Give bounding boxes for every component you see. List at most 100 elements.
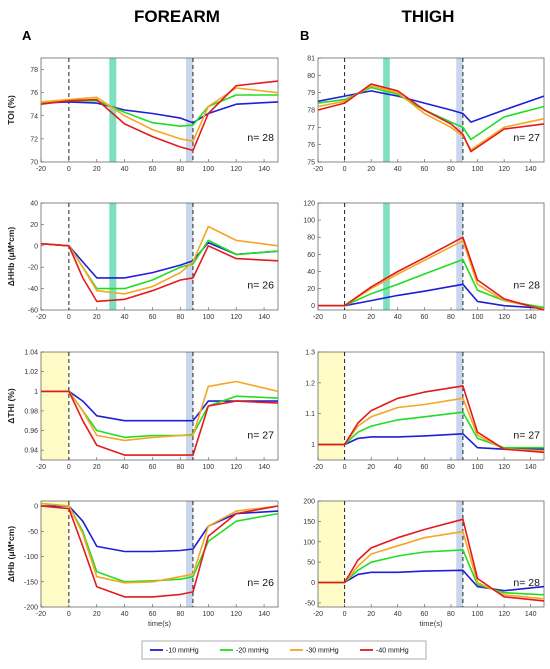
y-tick-label: 20	[307, 286, 315, 293]
series-line-40mmHg	[318, 385, 545, 454]
x-tick-label: 0	[343, 314, 347, 321]
x-tick-label: 20	[93, 166, 101, 173]
shade-band	[318, 501, 345, 607]
axes-frame	[40, 500, 279, 608]
y-tick-label: 60	[307, 252, 315, 259]
x-tick-label: 140	[525, 464, 537, 471]
y-tick-label: 1.02	[24, 369, 38, 376]
series-line-40mmHg	[41, 390, 279, 456]
series-line-10mmHg	[318, 283, 545, 310]
axes-frame	[317, 57, 545, 163]
x-tick-label: 20	[367, 611, 375, 618]
y-tick-label: 79	[307, 90, 315, 97]
y-tick-label: 50	[307, 560, 315, 567]
x-tick-label: 60	[420, 611, 428, 618]
shade-band	[185, 352, 193, 460]
y-tick-label: 0	[311, 580, 315, 587]
axes-frame	[317, 500, 545, 608]
axes-frame	[40, 351, 279, 461]
axes-frame	[40, 202, 279, 311]
x-tick-label: 40	[121, 611, 129, 618]
series-line-10mmHg	[41, 390, 278, 422]
series-line-40mmHg	[318, 518, 545, 602]
series-line-10mmHg	[40, 101, 279, 124]
legend-box	[141, 640, 427, 660]
x-tick-label: 120	[230, 611, 242, 618]
y-tick-label: 200	[303, 499, 315, 506]
series-line-20mmHg	[318, 411, 544, 449]
chart-A1: 70 72 74 76 78 -20 0 20 40 60 80 100 120 140 n= 28 TOI …	[6, 57, 279, 173]
shade-band	[456, 203, 463, 310]
y-tick-label: 0	[34, 243, 38, 250]
series-line-40mmHg	[318, 236, 545, 311]
x-tick-label: -20	[313, 611, 323, 618]
x-tick-label: 120	[498, 166, 510, 173]
x-tick-label: 100	[472, 314, 484, 321]
x-tick-label: 40	[121, 464, 129, 471]
legend: -10 mmHg -20 mmHg -30 mmHg -40 mmHg	[141, 640, 427, 660]
shade-band	[41, 501, 69, 607]
x-tick-label: 40	[394, 611, 402, 618]
y-tick-label: 120	[303, 201, 315, 208]
y-tick-label: 72	[30, 136, 38, 143]
y-tick-label: 40	[307, 269, 315, 276]
shade-band	[456, 352, 463, 460]
x-tick-label: 120	[498, 314, 510, 321]
x-tick-label: 20	[93, 611, 101, 618]
x-tick-label: -20	[313, 464, 323, 471]
y-axis-label: ΔHHb (μM*cm)	[6, 227, 16, 287]
x-tick-label: 140	[525, 611, 537, 618]
y-tick-label: -40	[28, 286, 38, 293]
series-line-40mmHg	[40, 242, 279, 303]
y-tick-label: -50	[305, 600, 315, 607]
series-line-30mmHg	[318, 530, 545, 600]
y-tick-label: -20	[28, 265, 38, 272]
n-label: n= 27	[247, 429, 274, 441]
x-tick-label: 20	[367, 166, 375, 173]
y-tick-label: -150	[24, 579, 38, 586]
shade-band	[383, 203, 390, 310]
n-label: n= 28	[513, 280, 540, 292]
x-tick-label: 0	[343, 166, 347, 173]
y-tick-label: 75	[307, 160, 315, 167]
x-tick-label: 60	[420, 464, 428, 471]
x-tick-label: 0	[67, 314, 71, 321]
x-tick-label: 100	[202, 611, 214, 618]
y-tick-label: 1	[34, 389, 38, 396]
x-tick-label: 0	[343, 611, 347, 618]
x-tick-label: 140	[525, 166, 537, 173]
column-title-forearm: FOREARM	[134, 7, 220, 26]
chart-B3: 1 1.1 1.2 1.3 -20 0 20 40 60 80 100 120 140 n= 27	[305, 350, 545, 471]
x-tick-label: 100	[472, 166, 484, 173]
x-tick-label: 0	[67, 611, 71, 618]
panel-label-b: B	[300, 28, 309, 43]
x-tick-label: -20	[36, 166, 46, 173]
n-label: n= 26	[247, 577, 274, 589]
x-tick-label: 80	[177, 464, 185, 471]
n-label: n= 28	[247, 132, 274, 144]
y-tick-label: 77	[307, 125, 315, 132]
shade-band	[456, 501, 463, 607]
shade-band	[185, 501, 193, 607]
shade-band	[109, 58, 117, 162]
chart-A2: -60 -40 -20 0 20 40 -20 0 20 40 60 80 100 120 140 n= 26…	[6, 201, 279, 321]
chart-B1: 75 76 77 78 79 80 81 -20 0 20 40 60 80 100 120 140 n= 27	[307, 56, 545, 173]
y-tick-label: -100	[24, 554, 38, 561]
x-tick-label: -20	[36, 611, 46, 618]
y-tick-label: 74	[30, 113, 38, 120]
x-tick-label: 20	[93, 464, 101, 471]
y-tick-label: 80	[307, 235, 315, 242]
x-tick-label: 0	[67, 464, 71, 471]
x-tick-label: 60	[149, 611, 157, 618]
column-title-thigh: THIGH	[402, 7, 455, 26]
y-tick-label: 1.3	[305, 350, 315, 357]
series-line-10mmHg	[40, 241, 279, 279]
x-tick-label: 100	[202, 166, 214, 173]
x-tick-label: 140	[258, 314, 270, 321]
y-tick-label: -50	[28, 529, 38, 536]
y-tick-label: 81	[307, 56, 315, 63]
x-tick-label: 60	[149, 166, 157, 173]
y-tick-label: 100	[303, 539, 315, 546]
x-tick-label: 60	[420, 314, 428, 321]
